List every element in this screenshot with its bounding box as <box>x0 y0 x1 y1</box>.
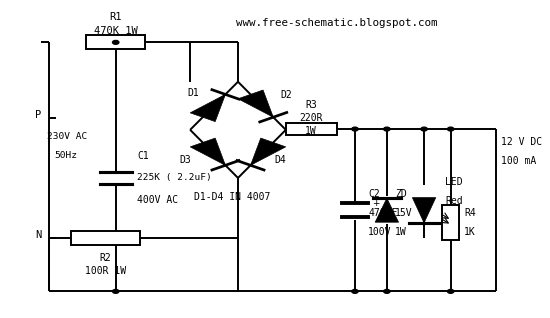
Text: R4: R4 <box>464 208 476 218</box>
Text: D1-D4 IN 4007: D1-D4 IN 4007 <box>195 192 271 202</box>
Circle shape <box>352 289 358 293</box>
Text: Red: Red <box>446 196 463 206</box>
Circle shape <box>384 289 390 293</box>
Text: D4: D4 <box>274 155 287 165</box>
Circle shape <box>448 289 454 293</box>
Polygon shape <box>251 138 286 165</box>
Text: D1: D1 <box>187 88 199 98</box>
Text: 15V: 15V <box>395 208 412 218</box>
Text: 220R: 220R <box>299 113 323 123</box>
Circle shape <box>448 127 454 131</box>
Bar <box>285 123 337 135</box>
Text: 100V: 100V <box>368 227 392 237</box>
Text: N: N <box>35 230 41 240</box>
Text: R2: R2 <box>99 253 111 263</box>
Text: 400V AC: 400V AC <box>137 195 178 205</box>
Polygon shape <box>190 138 226 165</box>
Polygon shape <box>375 198 399 222</box>
Text: C2: C2 <box>368 190 380 199</box>
Circle shape <box>113 40 119 44</box>
Text: ZD: ZD <box>395 190 406 199</box>
Text: 100 mA: 100 mA <box>501 156 536 166</box>
Text: www.free-schematic.blogspot.com: www.free-schematic.blogspot.com <box>235 18 437 28</box>
Text: D2: D2 <box>280 90 292 100</box>
Text: D3: D3 <box>179 155 191 165</box>
Text: 225K ( 2.2uF): 225K ( 2.2uF) <box>137 173 212 183</box>
Text: 1W: 1W <box>395 227 406 237</box>
Polygon shape <box>190 94 226 121</box>
Bar <box>442 205 459 240</box>
Text: 12 V DC: 12 V DC <box>501 137 542 147</box>
Text: +: + <box>372 199 380 208</box>
Text: P: P <box>35 110 41 120</box>
Text: C1: C1 <box>137 151 148 161</box>
Text: LED: LED <box>446 177 463 187</box>
Polygon shape <box>412 197 436 223</box>
Text: R1: R1 <box>109 12 122 22</box>
Text: R3: R3 <box>305 100 317 110</box>
Text: 230V AC: 230V AC <box>47 132 87 142</box>
Circle shape <box>352 127 358 131</box>
Text: 100R 1W: 100R 1W <box>85 266 125 276</box>
Text: 470uF: 470uF <box>368 208 398 218</box>
Text: 1K: 1K <box>464 227 476 237</box>
Text: 1W: 1W <box>305 126 317 136</box>
Circle shape <box>421 127 427 131</box>
Bar <box>86 35 145 49</box>
Text: 470K 1W: 470K 1W <box>94 26 138 36</box>
Polygon shape <box>238 90 273 117</box>
Text: 50Hz: 50Hz <box>54 151 78 160</box>
Bar <box>70 231 140 245</box>
Circle shape <box>113 289 119 293</box>
Circle shape <box>384 127 390 131</box>
